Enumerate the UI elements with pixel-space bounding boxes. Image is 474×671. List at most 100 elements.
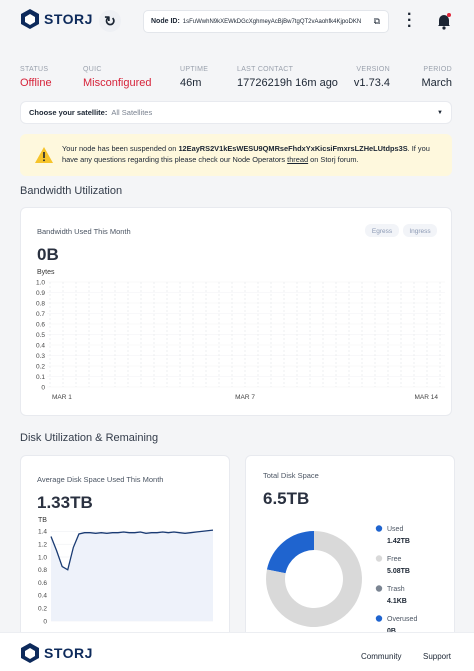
legend-value: 4.1KB bbox=[387, 598, 407, 605]
status-row: STATUS Offline QUIC Misconfigured UPTIME 46m L… bbox=[0, 66, 474, 96]
card-title: Total Disk Space bbox=[263, 471, 319, 480]
legend-dot bbox=[375, 525, 383, 532]
footer: STORJ Community Support bbox=[0, 632, 474, 671]
disk-chart: Average Disk Space Used This Month 1.33TB… bbox=[37, 475, 214, 625]
y-tick-label: 0.8 bbox=[36, 300, 45, 307]
tab-label: Ingress bbox=[409, 228, 431, 235]
area-fill bbox=[51, 530, 213, 621]
legend-label: Trash bbox=[387, 586, 405, 593]
logo[interactable]: STORJ bbox=[20, 8, 93, 30]
donut-segment bbox=[266, 531, 362, 627]
status-value: Misconfigured bbox=[83, 77, 152, 89]
status-label: VERSION bbox=[356, 66, 390, 73]
status-item: STATUS Offline bbox=[20, 66, 52, 89]
logo-icon bbox=[21, 9, 39, 29]
status-value: 46m bbox=[180, 77, 202, 89]
total-disk-card: Total Disk Space 6.5TB Used 1.42TB Free 5.08T… bbox=[245, 455, 455, 655]
status-value: March bbox=[421, 77, 452, 89]
legend-value: 1.42TB bbox=[387, 538, 410, 545]
bandwidth-chart: Bandwidth Used This Month 0B Egress Ingress… bbox=[36, 224, 445, 401]
suspension-notice: Your node has been suspended on 12EayRS2… bbox=[20, 134, 452, 176]
warning-icon bbox=[35, 147, 53, 163]
y-tick-label: 1.4 bbox=[38, 529, 47, 536]
x-tick-label: MAR 14 bbox=[415, 394, 439, 401]
footer-link[interactable]: Support bbox=[423, 652, 452, 661]
section-title: Disk Utilization & Remaining bbox=[20, 432, 159, 444]
logo-text: STORJ bbox=[44, 645, 93, 661]
disk-donut: Total Disk Space 6.5TB Used 1.42TB Free 5.08T… bbox=[263, 471, 417, 635]
status-label: STATUS bbox=[20, 66, 49, 73]
copy-button[interactable]: ⧉ bbox=[373, 16, 380, 26]
legend-label: Free bbox=[387, 556, 402, 563]
y-tick-label: 0 bbox=[43, 618, 47, 625]
legend-dot bbox=[375, 615, 383, 622]
tab-button[interactable] bbox=[403, 224, 437, 237]
y-tick-label: 0.3 bbox=[36, 353, 45, 360]
y-axis-label: Bytes bbox=[37, 269, 55, 276]
status-value: Offline bbox=[20, 77, 52, 89]
forum-link[interactable]: thread bbox=[287, 155, 309, 164]
notice-text: on Storj forum. bbox=[308, 155, 359, 164]
y-tick-label: 0.1 bbox=[36, 374, 45, 381]
y-tick-label: 0.9 bbox=[36, 290, 45, 297]
y-tick-label: 0.4 bbox=[36, 342, 45, 349]
status-label: PERIOD bbox=[423, 66, 452, 73]
status-value: 17726219h 16m ago bbox=[237, 77, 338, 89]
line bbox=[50, 529, 214, 571]
tab-button[interactable] bbox=[365, 224, 399, 237]
satellite-select[interactable]: Choose your satellite: All Satellites ▼ bbox=[20, 101, 452, 124]
y-tick-label: 1.0 bbox=[36, 279, 45, 286]
footer-logo[interactable]: STORJ bbox=[20, 642, 93, 664]
card-title: Average Disk Space Used This Month bbox=[37, 475, 163, 484]
notice-satellite: 12EayRS2V1kEsWESU9QMRseFhdxYxKicsiFmxrsL… bbox=[178, 144, 408, 153]
x-tick-label: MAR 7 bbox=[235, 394, 255, 401]
y-tick-label: 0.2 bbox=[38, 606, 47, 613]
legend-dot bbox=[375, 555, 383, 562]
legend-value: 5.08TB bbox=[387, 568, 410, 575]
notice-text: . If you have any questions regarding th… bbox=[62, 144, 430, 164]
top-bar: STORJ ↻ Node ID: 1sFuWwhN9kXEWkDGcXghmey… bbox=[0, 0, 474, 44]
y-axis-label: TB bbox=[38, 517, 47, 524]
y-tick-label: 0.7 bbox=[36, 311, 45, 318]
menu-button[interactable]: · · · bbox=[407, 6, 413, 35]
status-label: UPTIME bbox=[180, 66, 209, 73]
status-item: LAST CONTACT 17726219h 16m ago bbox=[237, 66, 338, 89]
card-title: Bandwidth Used This Month bbox=[37, 227, 131, 236]
node-id: 1sFuWwhN9kXEWkDGcXghmeyAcBjBw7tgQT2vAaoh… bbox=[182, 18, 362, 25]
y-tick-label: 0.6 bbox=[38, 580, 47, 587]
dropdown-arrow: ▼ bbox=[437, 109, 443, 116]
status-label: LAST CONTACT bbox=[237, 66, 294, 73]
status-value: v1.73.4 bbox=[353, 77, 390, 89]
status-item: UPTIME 46m bbox=[180, 66, 208, 89]
tab-label: Egress bbox=[372, 228, 393, 235]
logo-text: STORJ bbox=[44, 11, 93, 27]
section-title: Bandwidth Utilization bbox=[20, 185, 123, 197]
status-label: QUIC bbox=[83, 66, 102, 73]
notifications[interactable] bbox=[436, 12, 452, 30]
y-tick-label: 1.0 bbox=[38, 554, 47, 561]
bandwidth-card: Bandwidth Used This Month 0B Egress Ingress… bbox=[20, 207, 452, 416]
legend-label: Overused bbox=[387, 616, 417, 623]
notice-text: Your node has been suspended on bbox=[62, 144, 179, 153]
footer-link[interactable]: Community bbox=[361, 652, 402, 661]
status-item: QUIC Misconfigured bbox=[83, 66, 151, 89]
logo-icon bbox=[21, 643, 39, 663]
x-tick-label: MAR 1 bbox=[52, 394, 72, 401]
refresh-button[interactable]: ↻ bbox=[99, 10, 121, 32]
y-tick-label: 0.5 bbox=[36, 332, 45, 339]
satellite-value: All Satellites bbox=[111, 108, 153, 117]
y-tick-label: 0.2 bbox=[36, 363, 45, 370]
y-tick-label: 0 bbox=[41, 384, 45, 391]
legend-value: 0B bbox=[387, 628, 396, 635]
y-tick-label: 1.2 bbox=[38, 542, 47, 549]
node-id-box: Node ID: 1sFuWwhN9kXEWkDGcXghmeyAcBjBw7t… bbox=[143, 10, 389, 33]
y-tick-label: 0.8 bbox=[38, 567, 47, 574]
card-total: 1.33TB bbox=[37, 493, 93, 512]
y-tick-label: 0.6 bbox=[36, 321, 45, 328]
status-item: VERSION v1.73.4 bbox=[354, 66, 390, 89]
disk-average-card: Average Disk Space Used This Month 1.33TB… bbox=[20, 455, 230, 655]
card-total: 0B bbox=[37, 245, 59, 264]
donut-segment bbox=[266, 531, 314, 574]
status-item: PERIOD March bbox=[421, 66, 452, 89]
